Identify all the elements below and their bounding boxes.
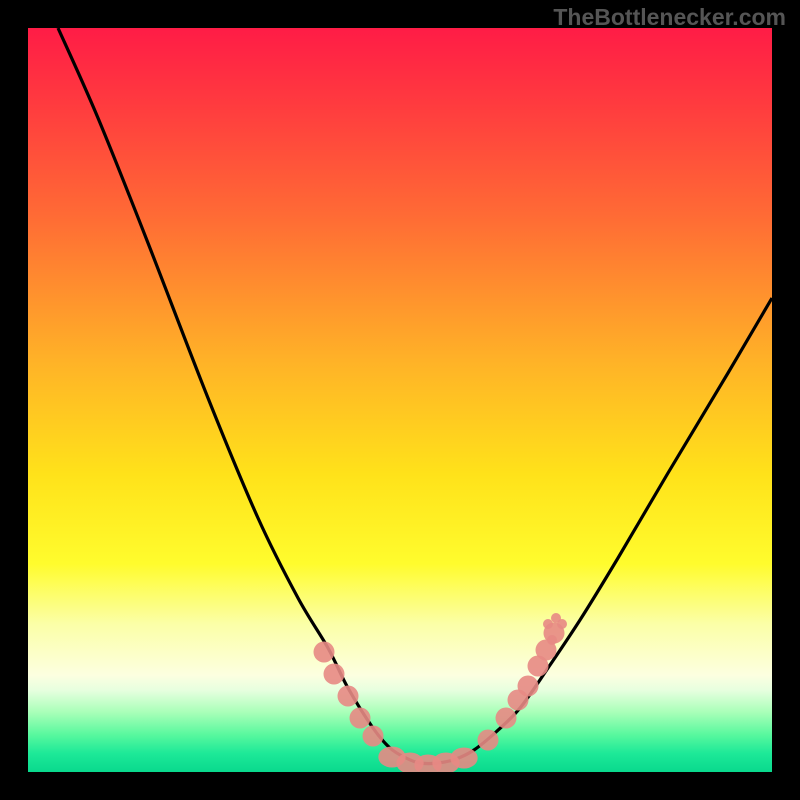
- marker-right-cluster: [478, 730, 499, 751]
- plot-area: [28, 28, 772, 772]
- marker-left-cluster: [363, 726, 384, 747]
- marker-right-cluster: [496, 708, 517, 729]
- marker-right-flame-extras: [557, 619, 567, 629]
- marker-right-cluster: [518, 676, 539, 697]
- bottleneck-curve: [58, 28, 772, 764]
- watermark-text: TheBottlenecker.com: [553, 4, 786, 31]
- marker-bottom-cluster: [450, 748, 477, 769]
- marker-right-flame-extras: [547, 635, 557, 645]
- marker-left-cluster: [314, 642, 335, 663]
- marker-left-cluster: [324, 664, 345, 685]
- chart-svg: [28, 28, 772, 772]
- marker-left-cluster: [338, 686, 359, 707]
- marker-right-flame-extras: [543, 619, 553, 629]
- marker-left-cluster: [350, 708, 371, 729]
